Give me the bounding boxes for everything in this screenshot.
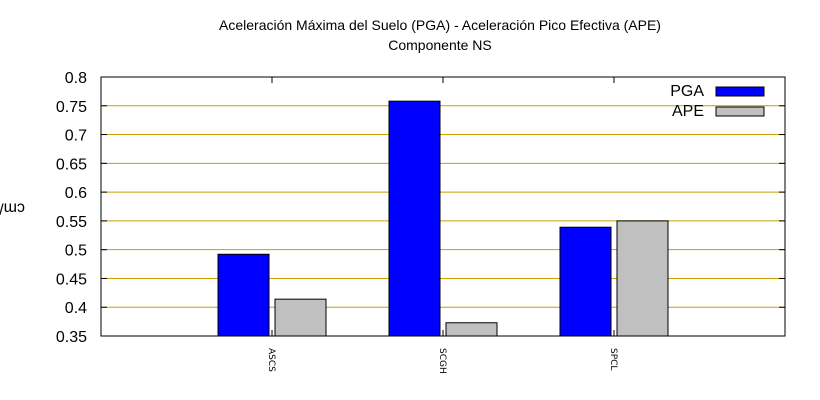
- x-category-label: ASCS: [266, 348, 276, 372]
- legend-swatch: [715, 86, 765, 97]
- y-tick-label: 0.45: [56, 271, 87, 288]
- plot-frame: [100, 76, 786, 337]
- x-category-label: SCGH: [437, 348, 447, 374]
- y-tick-label: 0.7: [65, 128, 87, 145]
- y-tick-label: 0.35: [56, 329, 87, 346]
- y-tick-label: 0.55: [56, 214, 87, 231]
- bar-ape: [616, 220, 669, 337]
- legend-label: PGA: [670, 83, 704, 100]
- x-category-label: SPCL: [608, 348, 618, 370]
- chart-title: Aceleración Máxima del Suelo (PGA) - Ace…: [219, 17, 661, 33]
- y-tick-label: 0.6: [65, 185, 87, 202]
- chart-subtitle: Componente NS: [388, 37, 492, 53]
- y-tick-label: 0.5: [65, 243, 87, 260]
- legend-swatch: [715, 106, 765, 117]
- legend-label: APE: [672, 103, 704, 120]
- y-tick-label: 0.8: [65, 70, 87, 87]
- bar-ape: [445, 322, 498, 337]
- bar-ape: [274, 298, 327, 337]
- y-tick-label: 0.4: [65, 300, 87, 317]
- bar-pga: [559, 226, 612, 337]
- bar-pga: [217, 253, 270, 337]
- y-tick-label: 0.75: [56, 99, 87, 116]
- y-tick-label: 0.65: [56, 156, 87, 173]
- bar-pga: [388, 100, 441, 337]
